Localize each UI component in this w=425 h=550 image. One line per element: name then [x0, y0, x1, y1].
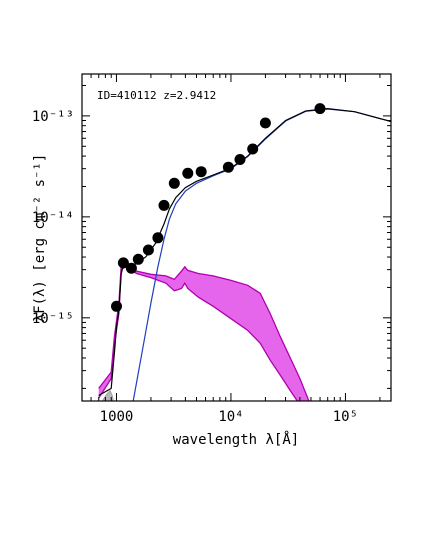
- series-total: [98, 107, 391, 397]
- photometry-point-2: [125, 262, 137, 274]
- x-tick-label-2: 10⁵: [333, 409, 358, 425]
- photometry-point-7: [168, 177, 180, 189]
- plot-frame: [81, 73, 392, 402]
- axis-ticks: [81, 74, 391, 401]
- x-axis-label: wavelength λ[Å]: [173, 431, 299, 448]
- tick-labels: 1000 10⁴ 10⁵ 10⁻¹⁵ 10⁻¹⁴ 10⁻¹³: [32, 109, 358, 425]
- photometry-point-10: [222, 161, 234, 173]
- photometry-point-14: [314, 103, 326, 115]
- series-host-galaxy: [132, 108, 391, 401]
- photometry-point-5: [152, 232, 164, 244]
- model-curves: [98, 107, 391, 401]
- source-annotation: ID=410112 z=2.9412: [97, 89, 216, 102]
- photometry-point-6: [158, 199, 170, 211]
- photometry-point-9: [195, 166, 207, 178]
- photometry-point-0: [111, 300, 122, 312]
- photometry-point-8: [182, 167, 194, 179]
- x-tick-label-1: 10⁴: [218, 409, 243, 425]
- photometry-point-4: [142, 244, 154, 256]
- photometry-point-13: [259, 117, 271, 129]
- y-tick-label-2: 10⁻¹³: [32, 109, 74, 125]
- photometry-point-12: [247, 143, 259, 155]
- photometry-point-3: [132, 253, 144, 265]
- y-tick-label-0: 10⁻¹⁵: [32, 311, 74, 327]
- photometry-point-1: [117, 257, 129, 269]
- y-axis-label: λF(λ) [erg cm⁻² s⁻¹]: [32, 154, 48, 323]
- x-tick-label-0: 1000: [100, 409, 134, 425]
- photometry-point-11: [234, 154, 246, 165]
- y-tick-label-1: 10⁻¹⁴: [32, 210, 74, 226]
- series-agn-band: [98, 262, 309, 401]
- photometry-points: [111, 103, 326, 312]
